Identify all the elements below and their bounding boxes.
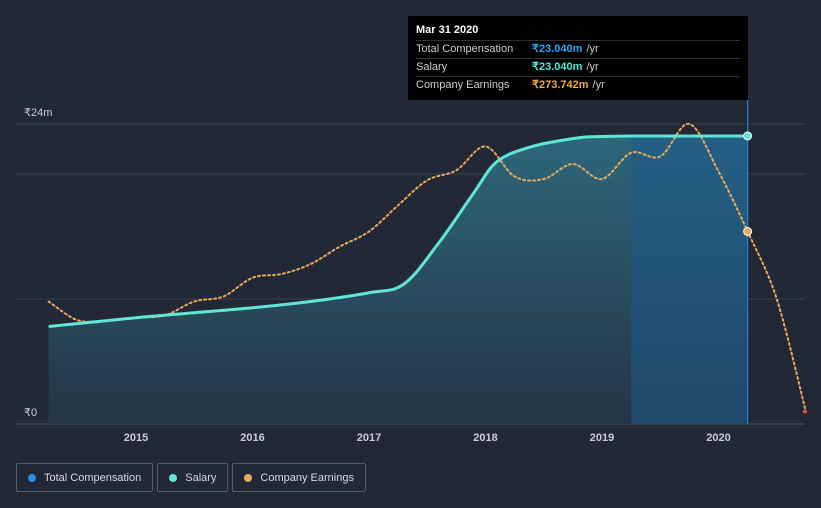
tooltip: Mar 31 2020 Total Compensation ₹23.040m … (408, 16, 748, 100)
tooltip-unit: /yr (586, 61, 599, 73)
y-tick-label: ₹0 (24, 407, 37, 419)
earnings-marker (743, 227, 753, 236)
x-tick-label: 2020 (706, 432, 730, 444)
total-compensation-area (48, 135, 748, 425)
salary-line (48, 134, 748, 328)
tooltip-date: Mar 31 2020 (416, 24, 479, 36)
tooltip-row-earnings: Company Earnings ₹273.742m /yr (416, 76, 740, 94)
tooltip-value: ₹23.040m (532, 61, 583, 73)
x-tick-label: 2015 (124, 432, 148, 444)
legend-label: Company Earnings (260, 471, 354, 484)
legend-dot-icon (28, 473, 36, 482)
tooltip-label: Company Earnings (416, 79, 510, 91)
tooltip-row-salary: Salary ₹23.040m /yr (416, 58, 740, 76)
legend-dot-icon (169, 473, 178, 482)
company-earnings-line (47, 123, 807, 413)
tooltip-value: ₹273.742m (532, 79, 589, 91)
earnings-end-marker (802, 409, 807, 414)
legend: Total Compensation Salary Company Earnin… (16, 463, 370, 492)
highlight-band (631, 136, 748, 424)
legend-label: Salary (185, 471, 217, 484)
series-lines (47, 123, 807, 414)
salary-marker (743, 131, 753, 141)
tooltip-value: ₹23.040m (532, 43, 583, 55)
y-tick-label: ₹24m (24, 107, 52, 119)
x-tick-label: 2017 (357, 432, 381, 444)
legend-item-salary[interactable]: Salary (157, 463, 229, 492)
tooltip-label: Salary (416, 61, 448, 73)
legend-item-company-earnings[interactable]: Company Earnings (232, 463, 366, 492)
axes: ₹0 ₹24m 2015 2016 2017 2018 2019 2020 (24, 107, 731, 444)
x-tick-label: 2019 (590, 432, 614, 444)
compensation-area (48, 100, 749, 425)
x-tick-label: 2018 (473, 432, 497, 444)
tooltip-unit: /yr (592, 79, 605, 91)
x-tick-label: 2016 (240, 432, 264, 444)
tooltip-row-total: Total Compensation ₹23.040m /yr (416, 40, 740, 58)
legend-dot-icon (244, 473, 253, 482)
legend-label: Total Compensation (44, 471, 142, 484)
legend-item-total-compensation[interactable]: Total Compensation (16, 463, 154, 492)
tooltip-label: Total Compensation (416, 43, 514, 55)
tooltip-unit: /yr (586, 43, 599, 55)
